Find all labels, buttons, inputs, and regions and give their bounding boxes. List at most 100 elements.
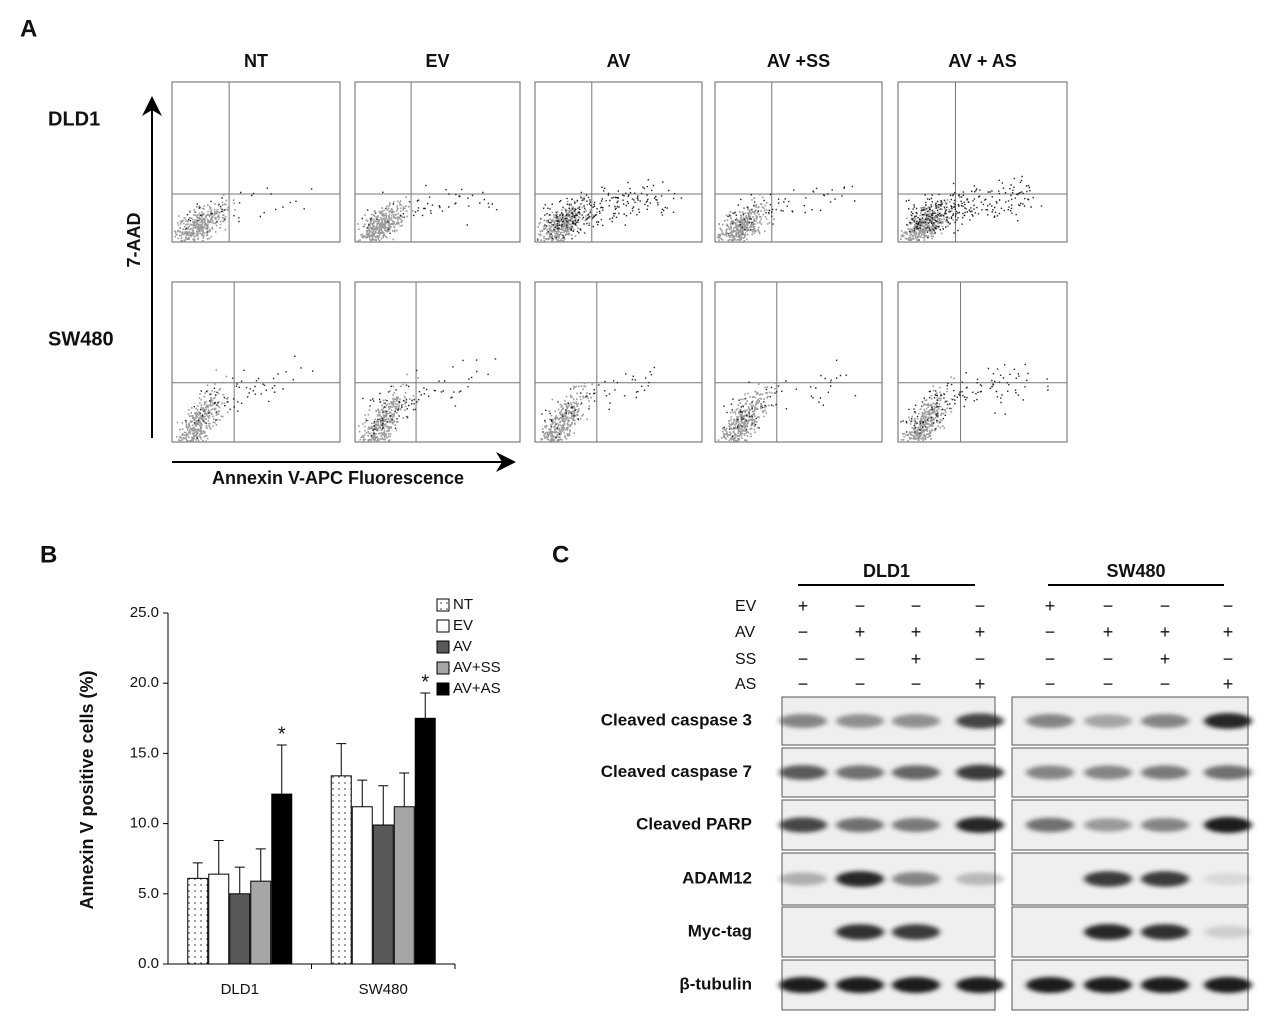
band xyxy=(892,714,940,728)
treatment-sign: − xyxy=(1045,674,1056,694)
treatment-sign: + xyxy=(1103,622,1114,642)
treatment-sign: + xyxy=(911,622,922,642)
x-tick-label: DLD1 xyxy=(221,981,259,998)
band xyxy=(1084,765,1132,780)
band xyxy=(892,872,940,886)
band xyxy=(836,817,884,833)
cell-dots xyxy=(540,382,593,442)
band xyxy=(836,871,884,887)
cell-dots xyxy=(174,194,236,242)
band xyxy=(956,872,1004,886)
band xyxy=(1141,714,1189,728)
band xyxy=(1084,924,1132,940)
treatment-label: SS xyxy=(735,651,756,668)
cell-dots xyxy=(175,369,229,442)
y-tick-label: 5.0 xyxy=(138,885,159,902)
plot-frame xyxy=(897,281,1068,443)
band xyxy=(1084,977,1132,993)
error-bar xyxy=(255,848,266,882)
treatment-sign: − xyxy=(975,596,986,616)
band xyxy=(1204,977,1252,993)
band xyxy=(1026,977,1074,993)
treatment-sign: − xyxy=(855,674,866,694)
y-tick-label: 15.0 xyxy=(130,744,159,761)
band xyxy=(1204,925,1252,939)
treatment-sign: − xyxy=(1103,596,1114,616)
treatment-sign: + xyxy=(855,622,866,642)
error-bar xyxy=(213,839,224,875)
y-tick-label: 10.0 xyxy=(130,815,159,832)
treatment-sign: + xyxy=(1223,674,1234,694)
bar xyxy=(330,775,352,965)
band xyxy=(1026,714,1074,728)
treatment-sign: − xyxy=(855,649,866,669)
cell-dots xyxy=(900,363,1049,434)
legend-label: NT xyxy=(453,596,473,613)
treatment-sign: + xyxy=(798,596,809,616)
group-header: SW480 xyxy=(1106,561,1165,581)
treatment-sign: + xyxy=(975,622,986,642)
band xyxy=(892,817,940,833)
row-label: DLD1 xyxy=(48,108,100,130)
protein-label: Myc-tag xyxy=(688,921,752,940)
significance-mark: * xyxy=(421,671,429,693)
y-tick-label: 0.0 xyxy=(138,955,159,972)
legend-swatch xyxy=(436,661,450,675)
band xyxy=(1084,714,1132,728)
band xyxy=(1141,765,1189,780)
error-bar xyxy=(399,772,410,807)
band xyxy=(779,714,827,728)
bar xyxy=(208,873,230,965)
error-bar xyxy=(357,779,368,807)
cell-dots xyxy=(537,179,683,241)
protein-label: ADAM12 xyxy=(682,868,752,887)
band xyxy=(836,714,884,728)
plot-frame xyxy=(897,81,1068,243)
column-header: EV xyxy=(425,51,449,71)
bar xyxy=(250,880,272,965)
band xyxy=(1026,817,1074,833)
plot-frame xyxy=(171,281,341,443)
treatment-label: AV xyxy=(735,624,755,641)
bar xyxy=(393,806,415,965)
bar xyxy=(351,806,373,965)
column-header: AV xyxy=(607,51,631,71)
treatment-sign: − xyxy=(1223,596,1234,616)
legend-swatch xyxy=(436,619,450,633)
error-bar xyxy=(420,692,431,719)
x-axis-label: Annexin V-APC Fluorescence xyxy=(212,468,464,488)
treatment-sign: − xyxy=(975,649,986,669)
treatment-sign: − xyxy=(1160,596,1171,616)
row-label: SW480 xyxy=(48,328,114,350)
treatment-sign: + xyxy=(1223,622,1234,642)
bar xyxy=(372,824,394,965)
treatment-label: AS xyxy=(735,676,756,693)
treatment-label: EV xyxy=(735,598,757,615)
band xyxy=(836,977,884,993)
legend-swatch xyxy=(436,640,450,654)
band xyxy=(1141,818,1189,832)
protein-label: β-tubulin xyxy=(679,974,752,993)
band xyxy=(956,764,1004,781)
band xyxy=(836,924,884,940)
cell-dots xyxy=(356,196,414,242)
band xyxy=(1141,977,1189,993)
column-header: AV +SS xyxy=(767,51,830,71)
band xyxy=(1084,871,1132,887)
band xyxy=(1204,872,1252,886)
bar xyxy=(229,893,251,965)
band xyxy=(956,977,1004,993)
band xyxy=(892,977,940,993)
y-tick-label: 25.0 xyxy=(130,604,159,621)
legend-label: AV+SS xyxy=(453,659,501,676)
column-header: NT xyxy=(244,51,268,71)
treatment-sign: + xyxy=(1160,622,1171,642)
cell-dots xyxy=(358,373,419,442)
plot-frame xyxy=(354,81,521,243)
band xyxy=(779,817,827,833)
treatment-sign: + xyxy=(911,649,922,669)
protein-label: Cleaved caspase 3 xyxy=(601,710,752,729)
legend-label: EV xyxy=(453,617,473,634)
band xyxy=(1026,765,1074,780)
y-axis-title: Annexin V positive cells (%) xyxy=(77,670,97,909)
